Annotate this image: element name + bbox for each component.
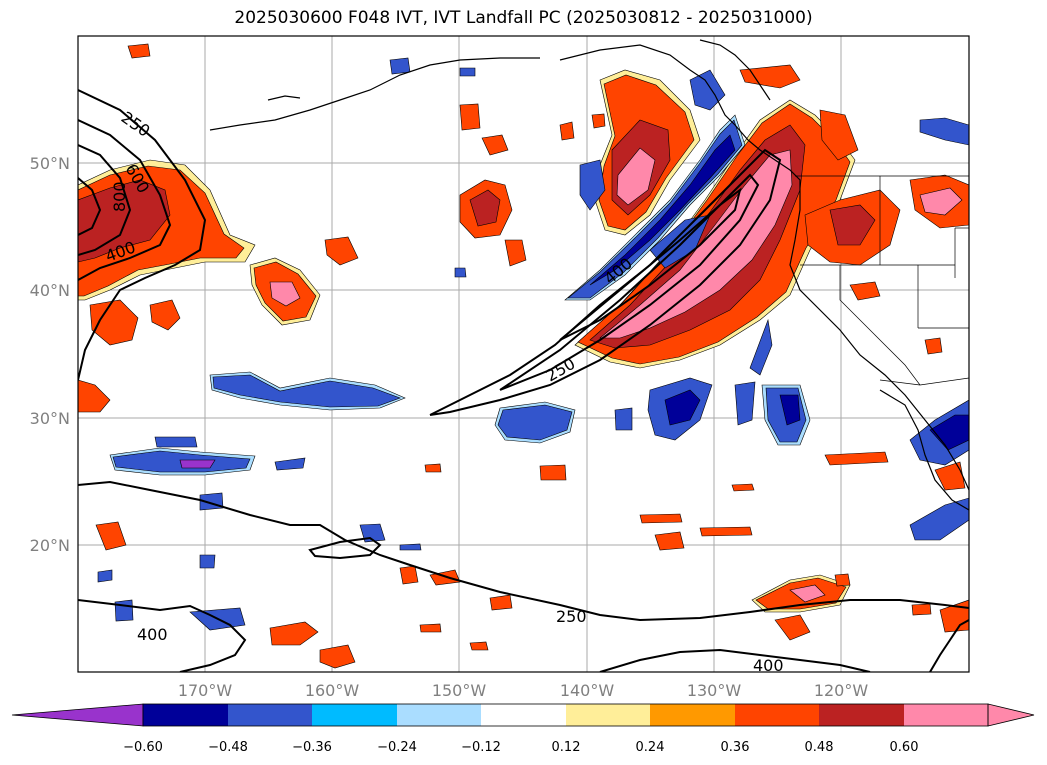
lon-tick-label: 160°W (305, 681, 360, 700)
lon-tick-label: 150°W (432, 681, 487, 700)
positive-pc-regions (78, 43, 969, 669)
north-america-coast (559, 44, 969, 491)
colorbar-outline (142, 703, 989, 727)
aleutian-islands (209, 57, 540, 131)
colorbar-extend-min (11, 703, 144, 727)
colorbar-tick-label: 0.36 (721, 740, 750, 755)
colorbar-segment (735, 704, 819, 726)
colorbar (11, 703, 1035, 727)
colorbar-segment (481, 704, 566, 726)
lat-tick-label: 40°N (30, 281, 70, 300)
colorbar-segment (819, 704, 904, 726)
colorbar-segment (904, 704, 988, 726)
colorbar-segment (566, 704, 650, 726)
contour-label: 400 (753, 656, 784, 675)
longitude-labels: 170°W 160°W 150°W 140°W 130°W 120°W (178, 681, 869, 700)
colorbar-tick-label: 0.24 (636, 740, 665, 755)
lon-tick-label: 120°W (814, 681, 869, 700)
ar-contour-250 (429, 148, 782, 416)
colorbar-segment (143, 704, 228, 726)
map-title: 2025030600 F048 IVT, IVT Landfall PC (20… (234, 8, 813, 28)
lon-tick-label: 130°W (687, 681, 742, 700)
colorbar-tick-label: 0.60 (890, 740, 919, 755)
lat-tick-label: 20°N (30, 536, 70, 555)
colorbar-labels: −0.60 −0.48 −0.36 −0.24 −0.12 0.12 0.24 … (123, 740, 918, 755)
map-frame (77, 35, 970, 673)
lon-tick-label: 140°W (560, 681, 615, 700)
colorbar-tick-label: 0.48 (805, 740, 834, 755)
colorbar-tick-label: −0.24 (377, 740, 417, 755)
colorbar-tick-label: −0.36 (292, 740, 332, 755)
colorbar-tick-label: −0.60 (123, 740, 163, 755)
colorbar-extend-max (987, 703, 1035, 727)
contour-label: 400 (137, 625, 168, 644)
latitude-labels: 50°N 40°N 30°N 20°N (30, 154, 70, 555)
lat-tick-label: 50°N (30, 154, 70, 173)
colorbar-segment (397, 704, 481, 726)
ivt-contours (78, 89, 969, 672)
map-area (78, 36, 969, 672)
colorbar-segment (650, 704, 735, 726)
state-borders (795, 175, 969, 386)
coastlines (209, 39, 969, 511)
colorbar-tick-label: −0.12 (461, 740, 501, 755)
colorbar-tick-label: −0.48 (208, 740, 248, 755)
lon-tick-label: 170°W (178, 681, 233, 700)
colorbar-segment (312, 704, 397, 726)
contour-label: 250 (556, 607, 587, 626)
lat-tick-label: 30°N (30, 409, 70, 428)
colorbar-tick-label: 0.12 (552, 740, 581, 755)
contour-label: 800 (110, 181, 129, 212)
colorbar-segment (228, 704, 312, 726)
